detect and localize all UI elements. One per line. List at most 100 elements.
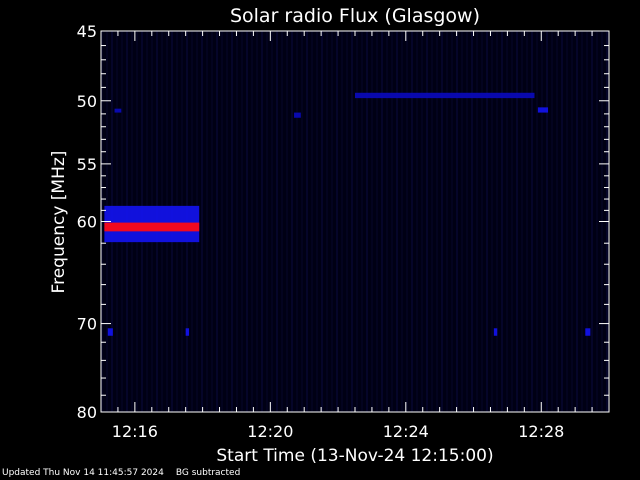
bg-column [286, 31, 288, 412]
updated-timestamp: Updated Thu Nov 14 11:45:57 2024 [2, 468, 164, 478]
bg-column [466, 31, 468, 412]
bg-column [521, 31, 523, 412]
bg-column [356, 31, 358, 412]
bg-column [426, 31, 428, 412]
emission-feature [107, 328, 113, 336]
bg-column [261, 31, 263, 412]
bg-column [476, 31, 478, 412]
bg-column [441, 31, 443, 412]
bg-column [571, 31, 573, 412]
emission-feature [537, 107, 549, 113]
emission-features [104, 92, 591, 336]
bg-column [471, 31, 473, 412]
emission-feature [104, 222, 200, 232]
bg-column [531, 31, 533, 412]
bg-column [226, 31, 228, 412]
bg-column [351, 31, 353, 412]
bg-column [496, 31, 498, 412]
bg-column [346, 31, 348, 412]
emission-feature [355, 92, 535, 99]
bg-column [431, 31, 433, 412]
bg-column [546, 31, 548, 412]
bg-column [246, 31, 248, 412]
bg-column [591, 31, 593, 412]
bg-column [376, 31, 378, 412]
y-tick-label: 80 [77, 403, 97, 422]
bg-column [266, 31, 268, 412]
bg-column [491, 31, 493, 412]
bg-column [366, 31, 368, 412]
emission-feature [493, 328, 498, 336]
chart-title: Solar radio Flux (Glasgow) [230, 5, 480, 27]
bg-column [501, 31, 503, 412]
bg-column [401, 31, 403, 412]
bg-column [451, 31, 453, 412]
emission-feature [185, 328, 190, 336]
bg-column [331, 31, 333, 412]
y-tick-label: 45 [77, 22, 97, 41]
bg-column [276, 31, 278, 412]
bg-column [596, 31, 598, 412]
bg-column [216, 31, 218, 412]
bg-column [326, 31, 328, 412]
bg-column [406, 31, 408, 412]
bg-column [361, 31, 363, 412]
bg-column [586, 31, 588, 412]
x-tick-label: 12:16 [112, 422, 158, 441]
footer: Updated Thu Nov 14 11:45:57 2024 BG subtr… [2, 468, 240, 478]
bg-column [391, 31, 393, 412]
bg-column [211, 31, 213, 412]
x-tick-label: 12:20 [247, 422, 293, 441]
bg-column [461, 31, 463, 412]
bg-column [416, 31, 418, 412]
bg-column [556, 31, 558, 412]
bg-column [271, 31, 273, 412]
bg-column [581, 31, 583, 412]
y-tick-label: 55 [77, 155, 97, 174]
bg-column [251, 31, 253, 412]
bg-column [386, 31, 388, 412]
bg-column [456, 31, 458, 412]
y-axis-label: Frequency [MHz] [49, 151, 69, 294]
bg-column [371, 31, 373, 412]
bg-column [511, 31, 513, 412]
bg-column [321, 31, 323, 412]
bg-column [201, 31, 203, 412]
bg-column [526, 31, 528, 412]
bg-column [551, 31, 553, 412]
bg-column [281, 31, 283, 412]
bg-column [481, 31, 483, 412]
bg-column [561, 31, 563, 412]
bg-column [486, 31, 488, 412]
bg-column [436, 31, 438, 412]
bg-column [236, 31, 238, 412]
x-axis-label: Start Time (13-Nov-24 12:15:00) [216, 446, 493, 466]
bg-column [341, 31, 343, 412]
bg-column [221, 31, 223, 412]
emission-feature [114, 108, 122, 113]
x-tick-label: 12:24 [383, 422, 429, 441]
bg-column [566, 31, 568, 412]
bg-column [306, 31, 308, 412]
bg-column [381, 31, 383, 412]
bg-column [301, 31, 303, 412]
bg-column [541, 31, 543, 412]
bg-column [516, 31, 518, 412]
bg-column [316, 31, 318, 412]
emission-feature [585, 328, 591, 336]
bg-column [311, 31, 313, 412]
bg-note: BG subtracted [175, 468, 241, 478]
bg-column [296, 31, 298, 412]
bg-column [446, 31, 448, 412]
bg-column [206, 31, 208, 412]
bg-column [411, 31, 413, 412]
bg-column [536, 31, 538, 412]
bg-column [421, 31, 423, 412]
bg-column [256, 31, 258, 412]
emission-feature [294, 112, 301, 118]
y-tick-label: 60 [77, 213, 97, 232]
axis-ticks: 12:16 12:20 12:24 12:28 45 50 55 60 70 80 [77, 22, 610, 441]
y-tick-label: 70 [77, 315, 97, 334]
bg-column [241, 31, 243, 412]
